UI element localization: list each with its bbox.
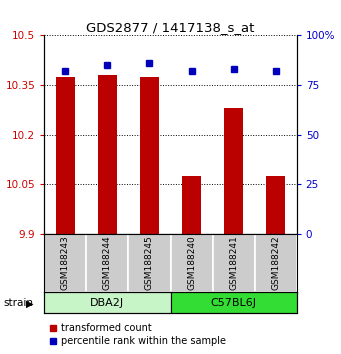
Legend: transformed count, percentile rank within the sample: transformed count, percentile rank withi… <box>49 324 226 346</box>
Bar <box>255 234 297 292</box>
Title: GDS2877 / 1417138_s_at: GDS2877 / 1417138_s_at <box>86 21 255 34</box>
Text: GSM188241: GSM188241 <box>229 235 238 290</box>
Text: strain: strain <box>3 298 33 308</box>
Text: C57BL6J: C57BL6J <box>211 298 256 308</box>
Text: GSM188242: GSM188242 <box>271 235 280 290</box>
Bar <box>224 108 243 234</box>
Text: ▶: ▶ <box>26 298 33 308</box>
Text: GSM188243: GSM188243 <box>61 235 70 290</box>
Bar <box>170 234 212 292</box>
Bar <box>129 234 170 292</box>
Bar <box>98 75 117 234</box>
Bar <box>170 292 297 313</box>
Bar <box>86 234 129 292</box>
Bar <box>182 176 201 234</box>
Bar <box>44 292 170 313</box>
Text: GSM188245: GSM188245 <box>145 235 154 290</box>
Bar <box>56 77 75 234</box>
Bar <box>140 77 159 234</box>
Text: GSM188244: GSM188244 <box>103 235 112 290</box>
Text: GSM188240: GSM188240 <box>187 235 196 290</box>
Bar <box>212 234 255 292</box>
Bar <box>266 176 285 234</box>
Text: DBA2J: DBA2J <box>90 298 124 308</box>
Bar <box>44 234 86 292</box>
